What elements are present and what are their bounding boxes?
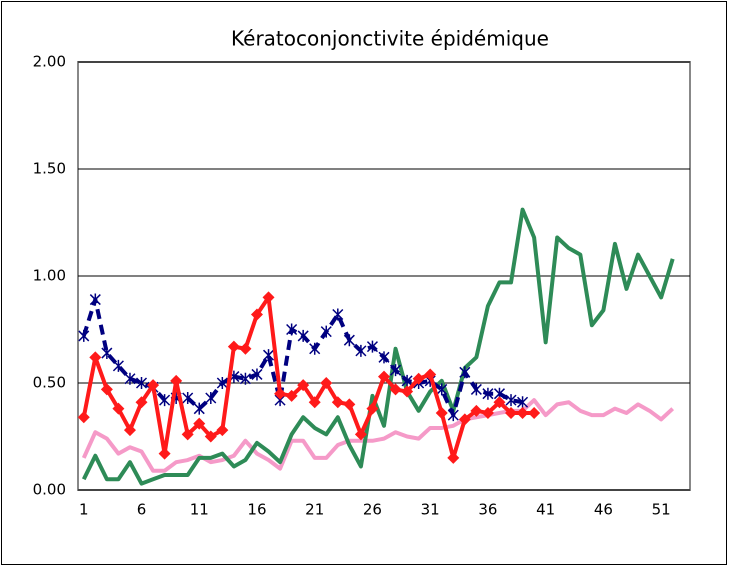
marker [239,342,252,355]
marker [517,396,529,409]
x-tick-label: 6 [137,501,147,519]
marker [158,447,171,460]
marker [147,379,160,392]
marker [320,325,332,338]
series-line [81,207,675,486]
x-tick-label: 41 [536,501,555,519]
marker [250,308,263,321]
marker [481,406,494,419]
x-tick-label: 1 [79,501,89,519]
marker [216,377,228,389]
x-tick-label: 36 [478,501,497,519]
marker [274,387,287,400]
series-line [81,398,675,473]
y-tick-label: 0.50 [33,374,66,392]
marker [435,406,448,419]
marker [193,417,206,430]
marker [355,344,367,357]
marker [309,342,321,355]
marker [389,383,402,396]
marker [262,349,275,362]
marker [354,428,367,441]
marker [378,370,390,383]
marker [424,368,437,381]
marker [159,394,171,407]
marker [528,406,541,419]
marker [401,385,414,398]
marker [343,398,356,411]
marker [366,402,379,415]
marker [390,364,402,377]
marker [124,372,136,385]
marker [320,377,333,389]
x-tick-label: 11 [190,501,209,519]
marker [482,387,494,400]
marker [101,347,113,360]
marker [123,424,136,437]
x-tick-label: 26 [363,501,382,519]
marker [458,413,471,426]
marker [493,396,506,409]
marker [262,291,275,304]
marker [308,396,321,409]
marker [89,293,101,306]
y-tick-label: 2.00 [33,53,66,71]
marker [251,368,263,381]
series-line [81,295,535,460]
marker [227,340,240,353]
marker [182,391,194,404]
x-tick-label: 51 [652,501,671,519]
marker [216,424,229,437]
marker [505,406,518,419]
marker [100,383,113,396]
marker [193,402,205,415]
x-tick-label: 31 [421,501,440,519]
marker [170,374,183,387]
x-tick-label: 16 [247,501,266,519]
y-tick-label: 1.00 [33,267,66,285]
x-tick-label: 46 [594,501,613,519]
marker [459,366,471,379]
y-tick-label: 1.50 [33,160,66,178]
marker [204,430,217,443]
marker [505,394,517,407]
y-tick-label: 0.00 [33,481,66,499]
marker [366,340,378,353]
marker [286,323,298,336]
marker [332,308,344,321]
marker [89,351,102,364]
chart-title: Kératoconjonctivite épidémique [231,27,549,51]
marker [285,389,298,402]
marker [77,411,90,424]
marker [181,428,194,441]
marker [297,329,309,342]
marker [470,404,483,417]
marker [401,374,413,387]
marker [205,391,217,404]
marker [447,409,459,422]
marker [378,351,390,364]
marker [470,383,482,396]
marker [297,379,310,392]
marker [78,329,90,342]
marker [112,402,125,415]
marker [412,372,425,385]
x-tick-label: 21 [305,501,324,519]
marker [436,383,448,396]
marker [343,334,355,347]
marker [516,406,529,419]
marker [447,451,460,464]
marker [135,377,148,389]
marker [331,396,344,409]
marker [135,396,148,409]
marker [112,359,124,372]
marker [239,372,251,385]
